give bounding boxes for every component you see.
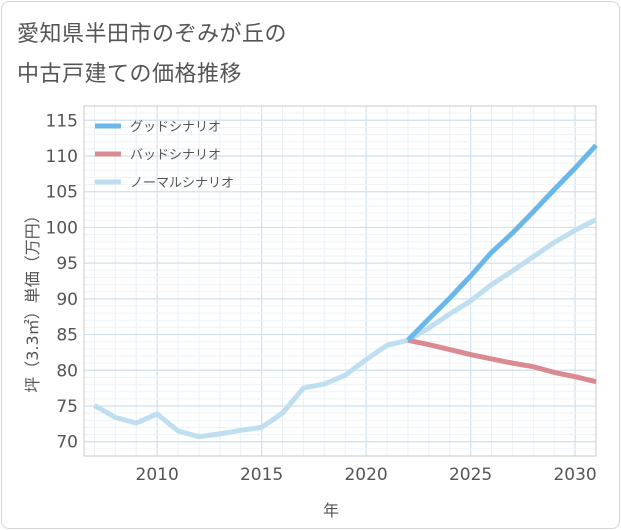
series-line-2 [407,337,597,385]
y-tick-label: 115 [46,111,78,131]
y-tick-label: 100 [46,218,78,238]
y-tick-label: 95 [56,254,78,274]
y-tick-label: 80 [56,361,78,381]
x-tick-label: 2025 [449,465,492,485]
y-tick-label: 85 [56,326,78,346]
series-line-1 [406,143,598,343]
y-tick-label: 75 [56,397,78,417]
series-line-3 [93,217,598,440]
chart-title-line-2: 中古戸建ての価格推移 [17,62,243,87]
plot-frame [83,105,597,457]
legend-label-1: グッドシナリオ [130,120,221,135]
x-tick-label: 2010 [136,465,179,485]
x-tick-label: 2030 [553,465,596,485]
y-tick-label: 105 [46,183,78,203]
x-tick-label: 2015 [240,465,283,485]
legend-label-2: バッドシナリオ [130,148,221,163]
y-tick-label: 70 [56,433,78,453]
y-tick-label: 110 [46,147,78,167]
y-axis-label: 坪（3.3㎡）単価（万円） [23,207,42,392]
legend-label-3: ノーマルシナリオ [130,176,234,191]
x-tick-label: 2020 [344,465,387,485]
chart-title-line-1: 愛知県半田市のぞみが丘の [17,22,288,47]
grid [84,105,597,457]
tick-labels: 70 75 80 85 90 95 100 105 110 115 2010 2015 2020 2025… [46,111,597,485]
series-layer [93,143,598,440]
x-axis-label: 年 [323,501,339,520]
y-tick-label: 90 [56,290,78,310]
